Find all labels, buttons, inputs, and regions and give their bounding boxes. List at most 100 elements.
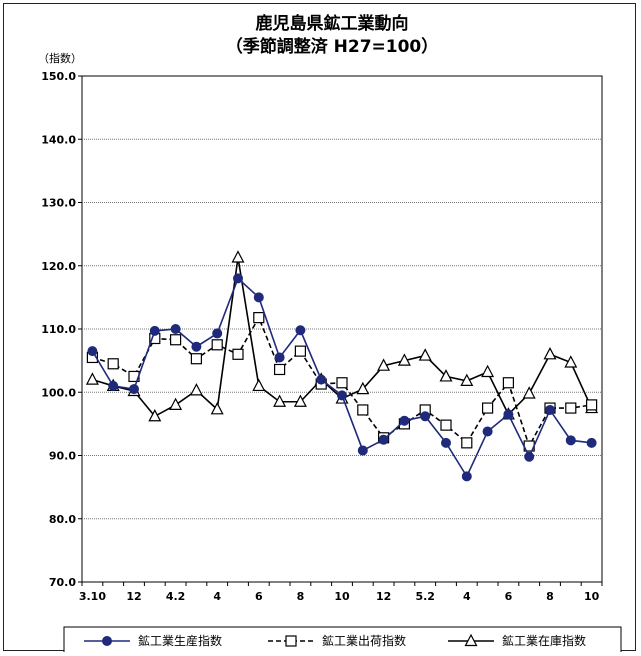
data-point-inventory [564, 355, 578, 368]
data-point-production [378, 434, 389, 445]
data-point-inventory [543, 347, 557, 360]
y-tick-label: 150.0 [41, 70, 76, 83]
chart-canvas: 鹿児島県鉱工業動向 （季節調整済 H27=100） （指数） 70.0 80.0 9… [38, 13, 622, 652]
data-point-inventory [481, 364, 495, 378]
x-tick-label: 4 [463, 590, 471, 603]
y-tick-label: 100.0 [41, 386, 76, 399]
data-point-shipment [274, 363, 286, 376]
y-tick-label: 140.0 [41, 133, 76, 146]
x-tick-label: 8 [546, 590, 554, 603]
data-point-production [586, 437, 597, 448]
legend-label-inventory: 鉱工業在庫指数 [502, 633, 586, 648]
legend-box [63, 626, 622, 652]
y-axis-label: （指数） [38, 51, 82, 65]
x-tick-label: 10 [584, 590, 600, 603]
data-point-inventory [293, 394, 307, 407]
data-point-production [441, 437, 451, 448]
legend-marker-inventory [464, 633, 478, 647]
x-tick-labels: 3.10 12 4.2 4 6 8 10 12 5.2 4 6 8 10 [79, 590, 600, 603]
y-tick-label: 130.0 [41, 197, 76, 210]
data-point-inventory [377, 358, 391, 371]
y-tick-label: 110.0 [41, 323, 76, 336]
legend-label-production: 鉱工業生産指数 [138, 633, 222, 648]
data-point-inventory [85, 372, 99, 385]
data-point-inventory [252, 378, 266, 392]
data-point-inventory [231, 250, 245, 263]
data-point-shipment [232, 348, 244, 360]
x-tick-label: 8 [297, 590, 305, 603]
data-point-production [253, 292, 264, 303]
y-tick-labels: 70.0 80.0 90.0 100.0 110.0 120.0 130.0 140.0 150… [41, 70, 76, 589]
data-point-shipment [461, 437, 473, 449]
data-point-inventory [397, 353, 411, 366]
data-point-shipment [502, 377, 514, 389]
data-point-production [87, 346, 98, 357]
data-point-inventory [522, 386, 536, 399]
data-point-shipment [107, 358, 119, 370]
legend-label-shipment: 鉱工業出荷指数 [322, 633, 406, 648]
data-point-production [337, 390, 347, 401]
x-tick-label: 6 [505, 590, 513, 603]
data-point-inventory [356, 381, 370, 395]
data-point-production [545, 404, 555, 415]
x-tick-label: 5.2 [415, 590, 435, 603]
data-point-production [316, 374, 327, 385]
legend: 鉱工業生産指数 鉱工業出荷指数 鉱工業在庫指数 [63, 626, 622, 652]
data-point-inventory [273, 394, 287, 407]
data-point-shipment [357, 404, 369, 416]
data-point-shipment [336, 377, 348, 389]
data-point-production [461, 471, 472, 482]
x-tick-label: 4.2 [166, 590, 186, 603]
series-layer [85, 250, 599, 482]
data-point-production [524, 451, 535, 462]
y-tick-label: 120.0 [41, 260, 76, 273]
data-point-production [274, 352, 285, 363]
data-point-production [129, 384, 139, 395]
data-point-production [108, 380, 119, 391]
data-point-production [399, 415, 410, 426]
data-point-production [170, 324, 181, 334]
data-point-production [233, 273, 243, 284]
data-point-inventory [189, 383, 203, 396]
data-point-shipment [294, 345, 306, 357]
data-point-inventory [439, 369, 453, 382]
data-point-shipment [170, 334, 182, 346]
y-tick-label: 70.0 [49, 576, 76, 589]
data-point-production [295, 325, 306, 336]
legend-marker-production [102, 636, 112, 646]
data-point-production [420, 411, 431, 422]
data-point-production [482, 426, 493, 437]
data-point-production [191, 341, 202, 352]
chart-subtitle: （季節調整済 H27=100） [226, 36, 439, 57]
series-production [87, 273, 597, 482]
series-shipment [86, 312, 598, 452]
data-point-inventory [148, 408, 162, 422]
x-tick-label: 6 [255, 590, 263, 603]
data-point-production [357, 445, 368, 456]
data-point-inventory [460, 373, 474, 386]
data-point-shipment [190, 353, 202, 365]
data-point-shipment [211, 339, 223, 351]
data-point-shipment [565, 402, 577, 414]
data-point-shipment [482, 402, 494, 414]
x-tick-label: 10 [334, 590, 350, 603]
x-tick-label: 4 [213, 590, 221, 603]
data-point-production [212, 328, 223, 339]
chart-title: 鹿児島県鉱工業動向 [256, 13, 409, 34]
y-tick-label: 90.0 [49, 450, 76, 463]
data-point-production [149, 325, 160, 336]
data-point-production [503, 409, 514, 420]
x-tick-label: 12 [126, 590, 141, 603]
x-tick-label: 12 [376, 590, 391, 603]
data-point-shipment [440, 419, 452, 431]
data-point-production [565, 435, 576, 446]
data-point-inventory [169, 397, 183, 410]
x-tick-label: 3.10 [79, 590, 106, 603]
legend-marker-shipment [285, 635, 297, 647]
data-point-shipment [253, 312, 265, 324]
data-point-shipment [585, 399, 598, 411]
data-point-inventory [210, 402, 224, 415]
data-point-inventory [418, 348, 432, 361]
chart-frame: 鹿児島県鉱工業動向 （季節調整済 H27=100） （指数） 70.0 80.0 9… [3, 3, 636, 652]
y-tick-label: 80.0 [49, 513, 76, 526]
